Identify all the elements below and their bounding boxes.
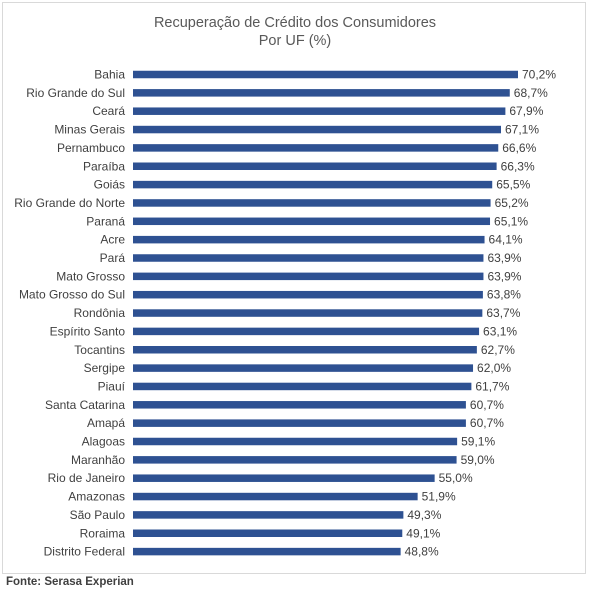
data-label: 59,0% — [461, 453, 495, 467]
data-label: 60,7% — [470, 398, 504, 412]
category-label: Mato Grosso — [56, 269, 125, 283]
bar — [133, 144, 499, 152]
bar — [133, 254, 484, 262]
category-label: Rio Grande do Norte — [14, 196, 125, 210]
category-label: Roraima — [80, 526, 126, 540]
bar — [133, 125, 501, 134]
bar — [133, 70, 518, 79]
data-label: 59,1% — [461, 435, 495, 449]
bar — [133, 401, 466, 409]
data-label: 62,7% — [481, 343, 515, 357]
bar — [133, 382, 472, 391]
category-label: Paraíba — [83, 159, 125, 173]
bar — [133, 511, 404, 519]
bar — [133, 162, 497, 170]
chart-subtitle: Por UF (%) — [258, 33, 332, 49]
chart-title-block: Recuperação de Crédito dos Consumidores … — [0, 14, 590, 50]
category-label: São Paulo — [70, 508, 126, 522]
bar — [133, 180, 493, 189]
category-label: Santa Catarina — [45, 398, 125, 412]
category-label: Rio Grande do Sul — [26, 86, 125, 100]
bar — [133, 437, 458, 446]
bar — [133, 217, 491, 226]
bar — [133, 309, 483, 317]
data-label: 67,9% — [509, 104, 543, 118]
data-label: 64,1% — [489, 233, 523, 247]
bar — [133, 474, 435, 482]
category-label: Pernambuco — [57, 141, 125, 155]
bar — [133, 107, 506, 115]
data-label: 62,0% — [477, 361, 511, 375]
bar — [133, 547, 401, 556]
category-label: Espírito Santo — [50, 324, 126, 338]
bar — [133, 327, 480, 336]
data-label: 66,3% — [501, 159, 535, 173]
category-label: Pará — [100, 251, 126, 265]
source-note: Fonte: Serasa Experian — [6, 576, 134, 588]
bar — [133, 89, 510, 97]
category-label: Paraná — [86, 214, 125, 228]
data-label: 49,3% — [407, 508, 441, 522]
category-label: Amapá — [87, 416, 125, 430]
data-label: 55,0% — [439, 471, 473, 485]
bar — [133, 199, 491, 207]
category-label: Maranhão — [71, 453, 125, 467]
bar — [133, 456, 457, 464]
data-label: 67,1% — [505, 123, 539, 137]
bar — [133, 364, 474, 372]
data-label: 65,5% — [496, 178, 530, 192]
chart-title: Recuperação de Crédito dos Consumidores — [153, 15, 437, 31]
data-label: 68,7% — [514, 86, 548, 100]
data-label: 63,7% — [486, 306, 520, 320]
bar — [133, 272, 484, 281]
bar — [133, 235, 485, 244]
data-label: 61,7% — [475, 379, 509, 393]
bar — [133, 419, 466, 427]
data-label: 66,6% — [502, 141, 536, 155]
category-label: Alagoas — [82, 435, 125, 449]
bar — [133, 529, 403, 537]
bar — [133, 290, 483, 299]
data-label: 63,9% — [487, 269, 521, 283]
data-label: 65,2% — [495, 196, 529, 210]
bar — [133, 492, 418, 501]
data-label: 63,1% — [483, 324, 517, 338]
category-label: Tocantins — [74, 343, 125, 357]
data-label: 63,9% — [487, 251, 521, 265]
category-label: Bahia — [94, 68, 125, 82]
category-label: Rondônia — [74, 306, 126, 320]
category-label: Sergipe — [84, 361, 126, 375]
category-label: Rio de Janeiro — [48, 471, 126, 485]
category-label: Minas Gerais — [54, 123, 125, 137]
data-label: 65,1% — [494, 214, 528, 228]
data-label: 70,2% — [522, 68, 556, 82]
category-label: Piauí — [98, 379, 126, 393]
data-label: 63,8% — [487, 288, 521, 302]
category-label: Goiás — [94, 178, 125, 192]
data-label: 49,1% — [406, 526, 440, 540]
category-label: Acre — [100, 233, 125, 247]
category-label: Ceará — [92, 104, 125, 118]
data-label: 48,8% — [405, 545, 439, 559]
data-label: 60,7% — [470, 416, 504, 430]
bar — [133, 346, 477, 354]
category-label: Distrito Federal — [44, 545, 125, 559]
category-label: Amazonas — [68, 490, 125, 504]
data-label: 51,9% — [422, 490, 456, 504]
category-label: Mato Grosso do Sul — [19, 288, 125, 302]
